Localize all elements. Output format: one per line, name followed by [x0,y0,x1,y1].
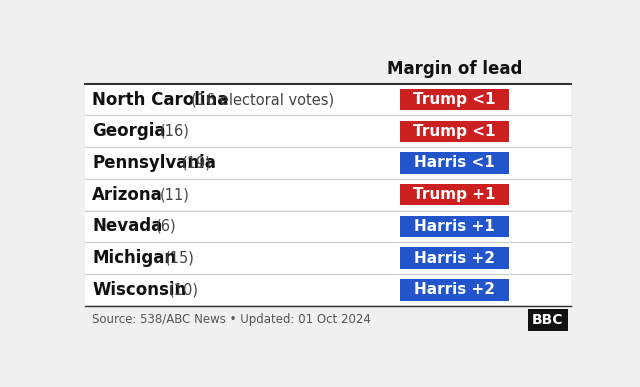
Text: Harris +2: Harris +2 [414,283,495,297]
Text: Harris <1: Harris <1 [414,156,495,171]
Text: Source: 538/ABC News • Updated: 01 Oct 2024: Source: 538/ABC News • Updated: 01 Oct 2… [92,313,371,326]
Text: Georgia: Georgia [92,122,166,140]
FancyBboxPatch shape [85,179,571,210]
Text: (6): (6) [156,219,177,234]
Text: Wisconsin: Wisconsin [92,281,187,299]
FancyBboxPatch shape [85,274,571,305]
FancyBboxPatch shape [85,243,571,274]
FancyBboxPatch shape [85,116,571,147]
FancyBboxPatch shape [85,211,571,242]
Text: Pennsylvania: Pennsylvania [92,154,216,172]
FancyBboxPatch shape [85,147,571,178]
Text: (16): (16) [160,124,190,139]
Text: (11): (11) [160,187,190,202]
FancyBboxPatch shape [401,121,509,142]
Text: Trump <1: Trump <1 [413,124,496,139]
Text: Nevada: Nevada [92,217,163,235]
FancyBboxPatch shape [401,247,509,269]
FancyBboxPatch shape [401,216,509,237]
Text: (10): (10) [169,283,199,297]
Text: Harris +1: Harris +1 [414,219,495,234]
Text: Trump <1: Trump <1 [413,92,496,107]
Text: Michigan: Michigan [92,249,177,267]
Text: Margin of lead: Margin of lead [387,60,522,78]
FancyBboxPatch shape [401,184,509,205]
FancyBboxPatch shape [401,89,509,110]
Text: North Carolina: North Carolina [92,91,228,108]
FancyBboxPatch shape [401,152,509,174]
Text: (19): (19) [182,156,212,171]
FancyBboxPatch shape [85,84,571,115]
Text: BBC: BBC [532,313,564,327]
Text: (15): (15) [164,251,195,265]
Text: Harris +2: Harris +2 [414,251,495,265]
Text: Arizona: Arizona [92,186,163,204]
FancyBboxPatch shape [401,279,509,301]
Text: (16 electoral votes): (16 electoral votes) [191,92,334,107]
Text: Trump +1: Trump +1 [413,187,496,202]
